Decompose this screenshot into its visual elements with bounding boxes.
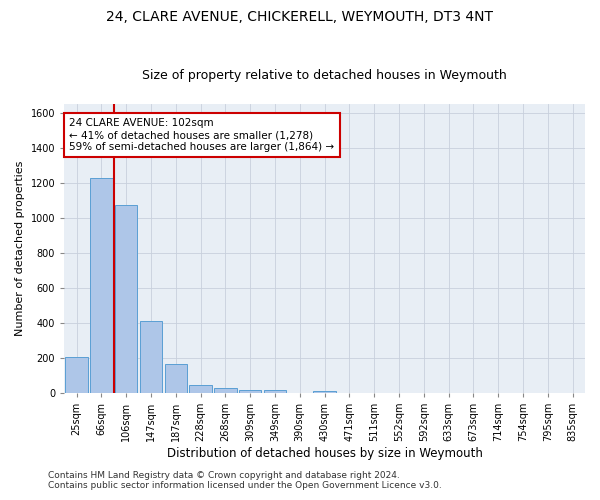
Bar bbox=[90, 178, 113, 393]
Title: Size of property relative to detached houses in Weymouth: Size of property relative to detached ho… bbox=[142, 69, 507, 82]
Y-axis label: Number of detached properties: Number of detached properties bbox=[15, 161, 25, 336]
Bar bbox=[164, 364, 187, 393]
Text: 24, CLARE AVENUE, CHICKERELL, WEYMOUTH, DT3 4NT: 24, CLARE AVENUE, CHICKERELL, WEYMOUTH, … bbox=[107, 10, 493, 24]
Bar bbox=[214, 388, 236, 393]
Text: Contains HM Land Registry data © Crown copyright and database right 2024.
Contai: Contains HM Land Registry data © Crown c… bbox=[48, 470, 442, 490]
Bar bbox=[190, 385, 212, 393]
Text: 24 CLARE AVENUE: 102sqm
← 41% of detached houses are smaller (1,278)
59% of semi: 24 CLARE AVENUE: 102sqm ← 41% of detache… bbox=[70, 118, 335, 152]
Bar bbox=[239, 390, 262, 393]
Bar bbox=[313, 391, 336, 393]
Bar bbox=[140, 321, 162, 393]
Bar bbox=[65, 357, 88, 393]
Bar bbox=[115, 204, 137, 393]
Bar bbox=[264, 390, 286, 393]
X-axis label: Distribution of detached houses by size in Weymouth: Distribution of detached houses by size … bbox=[167, 447, 482, 460]
